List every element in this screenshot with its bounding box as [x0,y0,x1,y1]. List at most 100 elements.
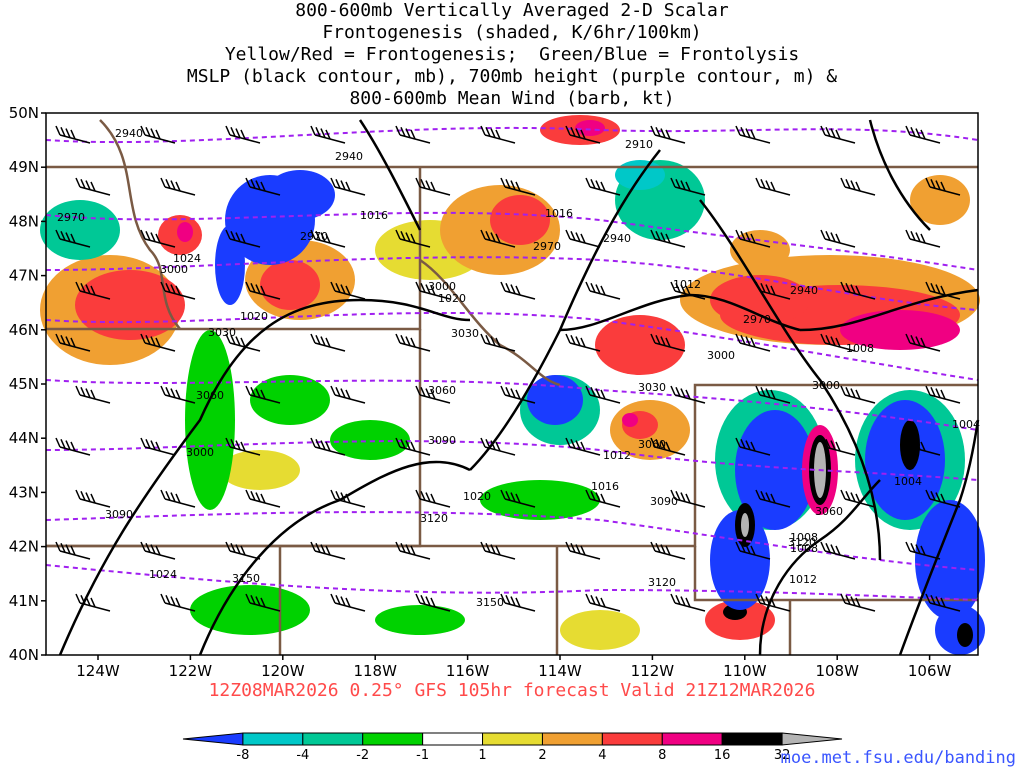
pressure-label: 1012 [789,573,817,586]
height-label: 2910 [625,138,653,151]
wind-barb [755,593,791,612]
wind-barb [670,489,706,508]
wind-barb [925,385,961,404]
wind-barb [585,177,621,196]
wind-barb [225,125,261,144]
wind-barb [415,593,451,612]
lat-label: 50N [9,104,39,122]
wind-barb [140,437,176,456]
wind-barb [820,125,856,144]
colorbar-swatch [302,732,364,746]
lat-label: 40N [9,646,39,664]
colorbar-swatch [541,732,603,746]
height-label: 3030 [208,326,236,339]
height-label: 3000 [186,446,214,459]
wind-barb [755,489,791,508]
lon-label: 122W [169,662,213,680]
pressure-label: 1008 [790,531,818,544]
wind-barb [330,385,366,404]
wind-barb [480,437,516,456]
wind-barb [330,177,366,196]
wind-barb [565,437,601,456]
wind-barb [310,541,346,560]
wind-barb [755,385,791,404]
wind-barb [735,125,771,144]
height-label: 2970 [743,313,771,326]
lon-label: 114W [538,662,582,680]
wind-barb [925,593,961,612]
colorbar-label: -2 [356,748,369,763]
wind-barb [75,385,111,404]
height-label: 3000 [707,349,735,362]
height-label: 3030 [451,327,479,340]
wind-barb [650,541,686,560]
700mb-height-contours [45,126,979,601]
height-label: 3060 [196,389,224,402]
wind-barb [480,229,516,248]
map-title: 800-600mb Vertically Averaged 2-D Scalar… [0,0,1024,110]
wind-barb [160,593,196,612]
wind-barb [585,281,621,300]
wind-barb [755,177,791,196]
lat-label: 43N [9,483,39,501]
wind-barb [245,593,281,612]
colorbar: -8 -4 -2 -1 1 2 4 8 16 32 [182,732,843,763]
colorbar-swatch [362,732,424,746]
pressure-label: 1020 [463,490,491,503]
wind-barb [670,385,706,404]
colorbar-label: 16 [714,748,731,763]
lon-label: 118W [353,662,397,680]
wind-barb [330,489,366,508]
pressure-label: 1020 [240,310,268,323]
height-label: 3150 [476,596,504,609]
wind-barb [75,177,111,196]
wind-barb [310,333,346,352]
pressure-label: 1024 [173,252,201,265]
height-label: 3060 [428,384,456,397]
colorbar-swatch [422,732,484,746]
wind-barb [820,437,856,456]
colorbar-swatch [242,732,304,746]
height-label: 3060 [638,438,666,451]
height-label: 3000 [160,263,188,276]
lon-label: 106W [908,662,952,680]
wind-barb [735,437,771,456]
source-credit[interactable]: moe.met.fsu.edu/banding [780,748,1016,768]
pressure-label: 1016 [360,209,388,222]
wind-barb [820,541,856,560]
wind-barb [565,229,601,248]
lat-label: 49N [9,158,39,176]
lon-label: 120W [261,662,305,680]
wind-barb [395,229,431,248]
wind-barb [395,437,431,456]
wind-barb [650,333,686,352]
wind-barb [500,593,536,612]
pressure-label: 1020 [438,292,466,305]
colorbar-swatch [721,732,783,746]
wind-barb [925,177,961,196]
lon-label: 112W [631,662,675,680]
wind-barb [415,281,451,300]
height-label: 2940 [115,127,143,140]
wind-barb [395,333,431,352]
wind-barb [905,541,941,560]
wind-barb [310,229,346,248]
title-line: Yellow/Red = Frontogenesis; Green/Blue =… [224,44,800,65]
wind-barb [565,541,601,560]
wind-barb [585,489,621,508]
wind-barb [75,489,111,508]
wind-barb [735,541,771,560]
wind-barb [925,281,961,300]
colorbar-swatch [601,732,663,746]
lat-label: 44N [9,429,39,447]
title-line: Frontogenesis (shaded, K/6hr/100km) [322,22,702,43]
pressure-label: 1016 [545,207,573,220]
wind-barb [500,281,536,300]
pressure-label: 1004 [952,418,980,431]
pressure-label: 1008 [846,342,874,355]
wind-barb [840,177,876,196]
height-label: 2940 [603,232,631,245]
wind-barb [565,125,601,144]
wind-barb [160,385,196,404]
